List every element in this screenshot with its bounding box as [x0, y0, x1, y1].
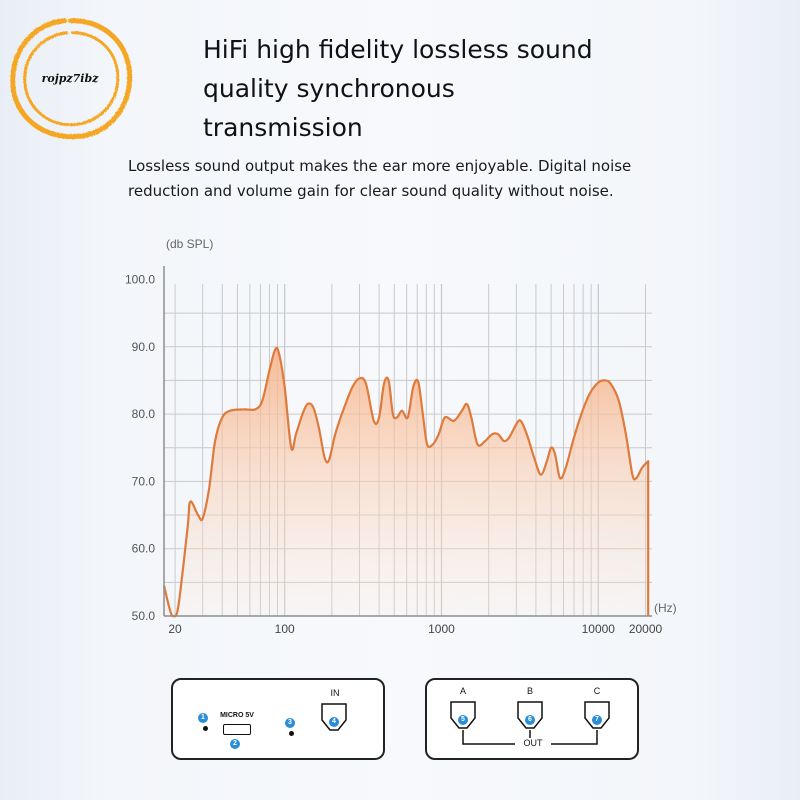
x-tick-label: 100: [275, 622, 295, 636]
y-tick-labels: 50.0 60.0 70.0 80.0 90.0 100.0: [125, 272, 155, 623]
response-area: [164, 347, 649, 617]
indicator-dot-1: [203, 726, 208, 731]
out-b-label: B: [526, 686, 533, 696]
badge-6: 6: [525, 715, 535, 725]
input-panel: 1 MICRO 5V 2 3 IN 4: [171, 678, 385, 760]
y-tick-label: 90.0: [132, 340, 156, 354]
svg-text:rojpz7ibz: rojpz7ibz: [42, 72, 100, 85]
y-tick-label: 50.0: [132, 609, 156, 623]
y-tick-label: 60.0: [132, 542, 156, 556]
x-tick-labels: 20 100 1000 10000 20000: [168, 622, 662, 636]
output-panel: A B C 5 6 7 OUT: [425, 678, 639, 760]
title-line-2: quality synchronous: [203, 74, 455, 103]
micro-usb-label: MICRO 5V: [220, 712, 254, 719]
x-axis-label: (Hz): [654, 601, 677, 615]
badge-3: 3: [285, 718, 295, 728]
y-tick-label: 70.0: [132, 474, 156, 488]
x-tick-label: 10000: [582, 622, 616, 636]
title-line-1: HiFi high fidelity lossless sound: [203, 35, 593, 64]
response-line: [162, 346, 650, 618]
badge-2: 2: [230, 739, 240, 749]
in-label: IN: [330, 688, 340, 698]
micro-usb-port: [223, 724, 251, 735]
x-tick-label: 1000: [428, 622, 455, 636]
title-line-3: transmission: [203, 113, 363, 142]
badge-1: 1: [198, 713, 208, 723]
subtitle-line-2: reduction and volume gain for clear soun…: [128, 182, 614, 200]
y-tick-label: 100.0: [125, 272, 155, 286]
out-label: OUT: [523, 738, 543, 748]
x-tick-label: 20000: [629, 622, 663, 636]
out-a-label: A: [459, 686, 466, 696]
page-title: HiFi high fidelity lossless sound qualit…: [203, 30, 623, 147]
y-axis-label: (db SPL): [166, 237, 213, 251]
indicator-dot-3: [289, 731, 294, 736]
out-c-label: C: [593, 686, 601, 696]
x-tick-label: 20: [168, 622, 182, 636]
badge-5: 5: [458, 715, 468, 725]
page-subtitle: Lossless sound output makes the ear more…: [128, 154, 688, 204]
badge-7: 7: [592, 715, 602, 725]
subtitle-line-1: Lossless sound output makes the ear more…: [128, 157, 632, 175]
out-bracket: [462, 730, 598, 745]
badge-4: 4: [329, 717, 339, 727]
watermark-seal: rojpz7ibz: [9, 17, 132, 139]
y-tick-label: 80.0: [132, 407, 156, 421]
frequency-response-chart: (db SPL) (Hz) 50.060.070.080.090.0100.0 …: [125, 237, 677, 636]
